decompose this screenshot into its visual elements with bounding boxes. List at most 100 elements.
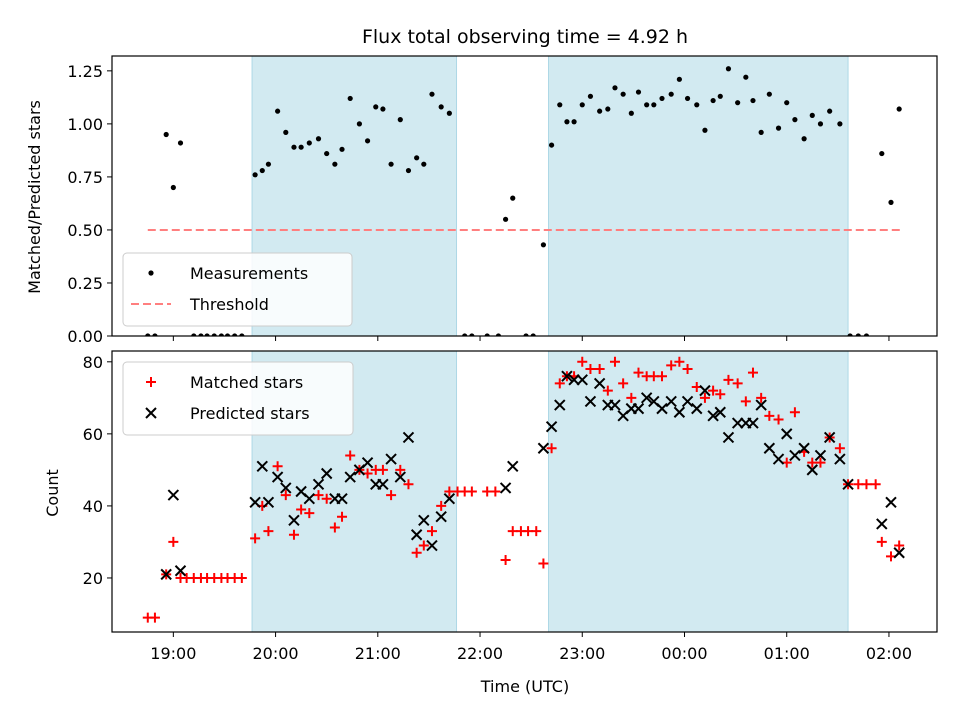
predicted-point bbox=[249, 496, 261, 509]
matched-point bbox=[546, 443, 557, 454]
measurement-point bbox=[405, 167, 412, 174]
measurement-point bbox=[198, 333, 204, 336]
legend-label: Predicted stars bbox=[190, 404, 310, 423]
matched-point bbox=[403, 479, 414, 490]
matched-point bbox=[732, 378, 743, 389]
measurement-point bbox=[429, 91, 435, 97]
matched-point bbox=[466, 486, 477, 497]
matched-point bbox=[894, 540, 905, 551]
measurement-point bbox=[620, 91, 626, 97]
measurement-point bbox=[446, 110, 452, 116]
measurement-point bbox=[530, 333, 536, 336]
measurement-point bbox=[239, 333, 245, 336]
matched-point bbox=[436, 500, 447, 511]
matched-point bbox=[329, 522, 340, 533]
predicted-point bbox=[507, 460, 519, 472]
measurement-point bbox=[694, 102, 700, 108]
matched-point bbox=[313, 490, 324, 501]
measurement-point bbox=[265, 161, 272, 167]
matched-point bbox=[272, 461, 283, 472]
measurement-point bbox=[628, 110, 634, 116]
matched-point bbox=[411, 547, 422, 558]
matched-point bbox=[236, 572, 247, 583]
measurement-point bbox=[332, 161, 338, 167]
measurement-point bbox=[356, 121, 362, 127]
measurement-point bbox=[888, 199, 894, 205]
matched-point bbox=[633, 367, 644, 378]
predicted-point bbox=[256, 460, 268, 472]
plot-frame bbox=[111, 350, 938, 633]
measurement-point bbox=[750, 97, 756, 104]
predicted-point bbox=[499, 482, 512, 494]
predicted-point bbox=[443, 492, 456, 505]
predicted-point bbox=[537, 442, 550, 454]
measurement-point bbox=[462, 333, 468, 336]
measurement-point bbox=[548, 142, 555, 148]
measurement-point bbox=[571, 119, 577, 125]
measurement-point bbox=[579, 102, 585, 108]
legend-marker bbox=[146, 377, 156, 387]
matched-point bbox=[250, 533, 261, 544]
matched-point bbox=[815, 457, 826, 468]
x-tick-label: 02:00 bbox=[866, 644, 912, 663]
legend-box bbox=[122, 361, 354, 436]
matched-point bbox=[288, 529, 299, 540]
predicted-point bbox=[584, 395, 597, 408]
predicted-point bbox=[418, 514, 430, 527]
measurement-point bbox=[564, 119, 570, 125]
matched-point bbox=[834, 443, 845, 454]
ratio-panel: 0.00 0.25 0.50 0.75 1.00 1.25 Measurements Thre… bbox=[67, 55, 938, 346]
predicted-point bbox=[561, 370, 573, 382]
x-tick-label: 22:00 bbox=[457, 644, 503, 663]
predicted-point bbox=[681, 395, 694, 408]
matched-point bbox=[594, 364, 605, 375]
measurement-point bbox=[735, 100, 741, 106]
predicted-point bbox=[336, 492, 348, 505]
measurement-point bbox=[224, 333, 231, 336]
chart-title: Flux total observing time = 4.92 h bbox=[362, 26, 688, 48]
x-tick-label: 01:00 bbox=[764, 644, 810, 663]
matched-point bbox=[304, 508, 315, 519]
matched-point bbox=[538, 558, 549, 569]
predicted-point bbox=[885, 496, 897, 509]
measurement-point bbox=[879, 150, 885, 157]
measurement-point bbox=[510, 195, 516, 201]
predicted-point bbox=[593, 377, 606, 390]
measurement-point bbox=[702, 127, 708, 133]
predicted-point bbox=[834, 453, 846, 465]
predicted-point bbox=[262, 496, 275, 509]
matched-point bbox=[337, 511, 348, 522]
predicted-point bbox=[640, 392, 653, 404]
predicted-point bbox=[665, 395, 677, 408]
measurement-point bbox=[827, 108, 833, 114]
measurement-point bbox=[291, 144, 297, 150]
legend-box bbox=[122, 252, 353, 327]
predicted-point bbox=[842, 478, 854, 491]
matched-point bbox=[149, 612, 160, 623]
predicted-point bbox=[747, 417, 759, 429]
x-axis-label: Time (UTC) bbox=[480, 677, 569, 696]
predicted-point bbox=[402, 431, 415, 444]
matched-point bbox=[773, 414, 784, 425]
measurement-point bbox=[855, 333, 861, 336]
matched-point bbox=[321, 493, 332, 504]
matched-point bbox=[168, 536, 179, 547]
matched-point bbox=[657, 371, 667, 382]
y-tick-label: 20 bbox=[83, 569, 103, 588]
legend-label: Threshold bbox=[189, 295, 269, 314]
measurement-point bbox=[644, 102, 650, 108]
legend-label: Matched stars bbox=[190, 373, 303, 392]
predicted-point bbox=[312, 478, 325, 491]
measurement-point bbox=[298, 144, 304, 150]
predicted-point bbox=[609, 399, 621, 411]
measurement-point bbox=[651, 102, 657, 108]
predicted-point bbox=[691, 402, 703, 415]
measurement-point bbox=[421, 161, 427, 167]
measurement-point bbox=[847, 333, 853, 336]
measurement-point bbox=[218, 333, 224, 336]
measurement-point bbox=[373, 104, 379, 110]
matched-point bbox=[618, 378, 629, 389]
predicted-point bbox=[545, 420, 558, 433]
matched-point bbox=[708, 385, 719, 396]
